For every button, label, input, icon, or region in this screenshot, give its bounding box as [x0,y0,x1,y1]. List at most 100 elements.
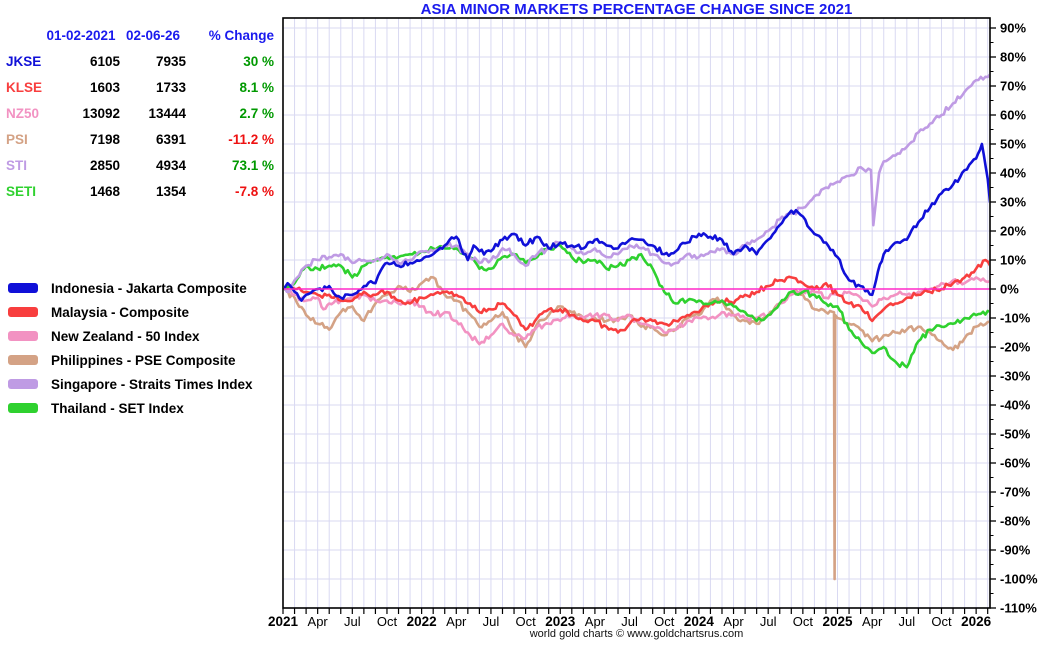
footer-credit: world gold charts © www.goldchartsrus.co… [529,628,744,640]
x-axis-label: Oct [931,614,952,629]
legend-item: Philippines - PSE Composite [8,348,253,372]
legend-swatch [8,331,38,341]
y-axis-label: -110% [1000,601,1037,616]
series-lines [284,73,989,581]
x-axis-label: Oct [793,614,814,629]
start-value-cell: 1603 [89,79,120,95]
x-axis-label: Jul [621,614,638,629]
start-value-cell: 13092 [82,105,120,121]
series-line-STI [284,73,989,294]
change-table: 01-02-2021 02-06-26 % Change JKSE 6105 793… [6,22,282,204]
pct-change-cell: -7.8 % [234,183,274,199]
y-axis-label: 50% [1000,137,1026,152]
x-axis-label: 2023 [545,614,576,629]
y-axis-label: -100% [1000,572,1038,587]
start-value-cell: 2850 [89,157,120,173]
y-axis-label: -40% [1000,398,1031,413]
y-axis-label: 40% [1000,166,1026,181]
legend-item: Singapore - Straits Times Index [8,372,253,396]
x-axis-label: Jul [899,614,916,629]
legend-label: Malaysia - Composite [51,304,190,320]
change-table-rows: JKSE 6105 7935 30 % KLSE 1603 1733 8.1 % NZ50 130… [6,48,282,204]
y-axis-label: -60% [1000,456,1031,471]
y-axis-label: -10% [1000,311,1031,326]
x-axis-labels: 2021 Apr Jul Oct 2022 Apr Jul Oct 2023 Apr Jul Oct 2… [268,608,992,629]
x-axis-label: Apr [585,614,606,629]
start-value-cell: 6105 [89,53,120,69]
y-axis-label: -70% [1000,485,1031,500]
legend-swatch [8,307,38,317]
x-axis-label: 2024 [684,614,715,629]
table-row: JKSE 6105 7935 30 % [6,48,282,74]
x-axis-label: Oct [515,614,536,629]
legend-item: Thailand - SET Index [8,396,253,420]
pct-change-cell: 73.1 % [231,157,274,173]
series-line-SETI [284,243,989,369]
table-header-pct-change: % Change [208,27,274,43]
start-value-cell: 1468 [89,183,120,199]
legend-swatch [8,283,38,293]
table-header-start-date: 01-02-2021 [46,27,116,43]
legend-label: Indonesia - Jakarta Composite [51,280,247,296]
table-header-end-date: 02-06-26 [125,27,181,43]
symbol-cell: JKSE [6,53,42,69]
x-axis-label: 2025 [822,614,853,629]
series-line-JKSE [284,142,989,302]
x-axis-label: 2022 [407,614,437,629]
x-axis-label: 2021 [268,614,299,629]
legend-label: New Zealand - 50 Index [51,328,200,344]
pct-change-cell: -11.2 % [228,131,274,147]
y-axis-label: -20% [1000,340,1031,355]
y-axis-label: -50% [1000,427,1031,442]
pct-change-cell: 30 % [243,53,274,69]
legend-label: Singapore - Straits Times Index [51,376,253,392]
y-axis-label: -90% [1000,543,1031,558]
symbol-cell: NZ50 [6,105,40,121]
legend-swatch [8,355,38,365]
series-line-KLSE [284,258,989,334]
x-axis-label: Jul [760,614,777,629]
start-value-cell: 7198 [89,131,120,147]
chart-legend: Indonesia - Jakarta Composite Malaysia - … [8,276,253,420]
y-axis-label: 80% [1000,50,1026,65]
legend-item: Malaysia - Composite [8,300,253,324]
pct-change-cell: 8.1 % [239,79,274,95]
end-value-cell: 1354 [155,183,186,199]
symbol-cell: KLSE [6,79,43,95]
y-axis-label: -80% [1000,514,1031,529]
end-value-cell: 7935 [155,53,186,69]
x-axis-label: Apr [446,614,467,629]
y-axis-label: 20% [1000,224,1026,239]
y-axis-label: 90% [1000,21,1026,36]
end-value-cell: 13444 [148,105,186,121]
x-axis-label: Jul [483,614,500,629]
gridlines [283,18,990,608]
legend-item: New Zealand - 50 Index [8,324,253,348]
change-table-header: 01-02-2021 02-06-26 % Change [6,22,282,48]
y-axis-label: 60% [1000,108,1026,123]
symbol-cell: PSI [6,131,28,147]
legend-label: Thailand - SET Index [51,400,184,416]
end-value-cell: 4934 [155,157,186,173]
pct-change-cell: 2.7 % [239,105,274,121]
table-row: STI 2850 4934 73.1 % [6,152,282,178]
end-value-cell: 6391 [155,131,186,147]
table-row: NZ50 13092 13444 2.7 % [6,100,282,126]
y-axis-label: 70% [1000,79,1026,94]
y-axis-label: 10% [1000,253,1026,268]
series-line-PSI [284,275,989,581]
y-axis-label: 30% [1000,195,1026,210]
x-axis-label: Apr [862,614,883,629]
x-axis-label: Jul [344,614,361,629]
y-axis-label: -30% [1000,369,1031,384]
legend-swatch [8,379,38,389]
y-axis-labels: 90% 80% 70% 60% 50% 40% 30% 20% 10% 0% -10% -20% -30… [990,21,1038,616]
legend-label: Philippines - PSE Composite [51,352,236,368]
y-axis-label: 0% [1000,282,1019,297]
x-axis-label: Oct [654,614,675,629]
end-value-cell: 1733 [155,79,186,95]
table-row: SETI 1468 1354 -7.8 % [6,178,282,204]
symbol-cell: SETI [6,183,37,199]
